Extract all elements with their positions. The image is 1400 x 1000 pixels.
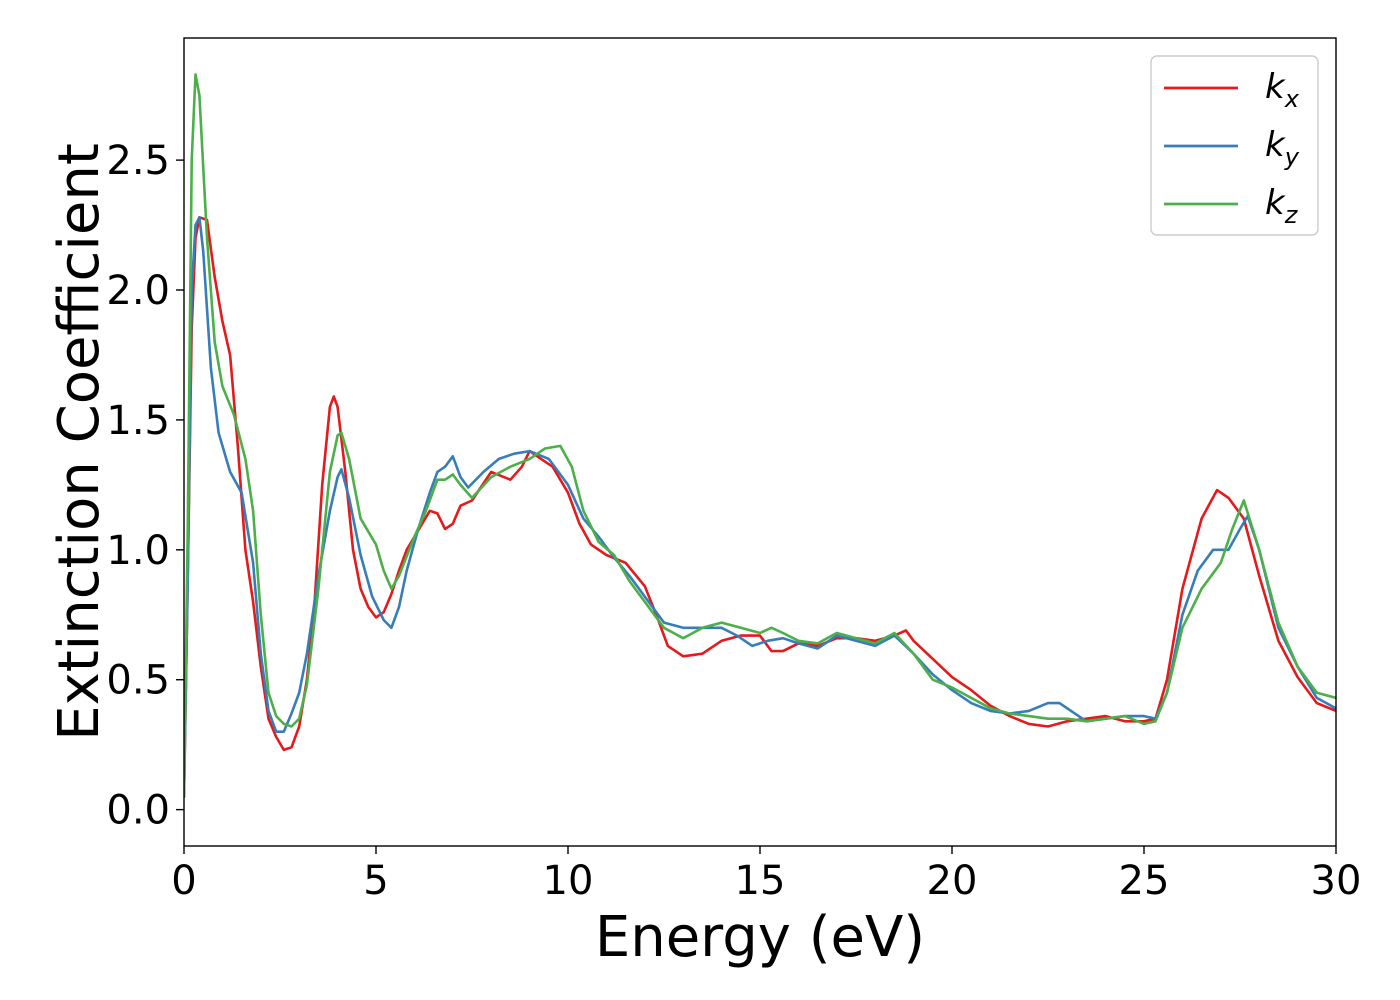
y-tick-label: 2.0 bbox=[106, 268, 170, 314]
y-axis-title: Extinction Coefficient bbox=[47, 143, 112, 741]
y-tick-label: 1.0 bbox=[106, 528, 170, 574]
x-tick-label: 20 bbox=[927, 858, 978, 904]
x-tick-label: 15 bbox=[735, 858, 786, 904]
legend-label-x: kx bbox=[1265, 67, 1300, 113]
x-tick-label: 25 bbox=[1119, 858, 1170, 904]
y-tick-label: 2.5 bbox=[106, 138, 170, 184]
series-line-y bbox=[184, 216, 1336, 798]
series-line-z bbox=[184, 73, 1336, 798]
y-tick-label: 1.5 bbox=[106, 398, 170, 444]
x-tick-label: 30 bbox=[1311, 858, 1362, 904]
x-tick-label: 10 bbox=[543, 858, 594, 904]
x-axis: 0 5 10 15 20 25 30 bbox=[171, 846, 1361, 904]
legend-label-z: kz bbox=[1265, 183, 1299, 229]
legend: kx ky kz bbox=[1150, 55, 1319, 236]
y-tick-label: 0.5 bbox=[106, 658, 170, 704]
series-line-x bbox=[184, 216, 1336, 798]
x-tick-label: 5 bbox=[363, 858, 388, 904]
y-tick-label: 0.0 bbox=[106, 788, 170, 834]
y-axis: 0.0 0.5 1.0 1.5 2.0 2.5 bbox=[106, 138, 184, 834]
x-tick-label: 0 bbox=[171, 858, 196, 904]
x-axis-title: Energy (eV) bbox=[595, 905, 925, 970]
legend-label-y: ky bbox=[1265, 125, 1300, 171]
plot-lines bbox=[184, 73, 1336, 798]
